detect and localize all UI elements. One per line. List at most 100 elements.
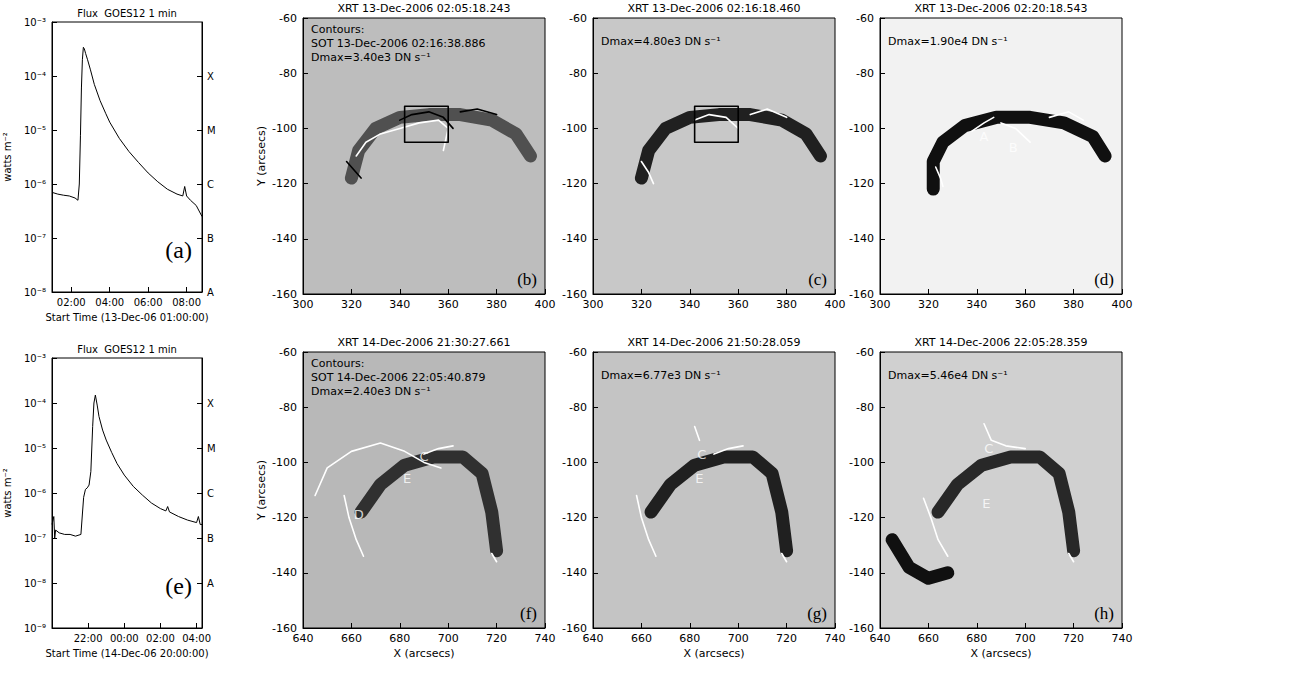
svg-text:10⁻³: 10⁻³ [24, 353, 46, 364]
svg-text:10⁻⁷: 10⁻⁷ [24, 533, 46, 544]
svg-text:-80: -80 [569, 401, 587, 414]
svg-text:(a): (a) [165, 237, 192, 263]
svg-text:E: E [695, 471, 703, 486]
svg-text:720: 720 [776, 632, 797, 645]
svg-text:740: 740 [1112, 632, 1133, 645]
svg-text:Dmax=2.40e3 DN s⁻¹: Dmax=2.40e3 DN s⁻¹ [311, 385, 431, 398]
svg-text:-80: -80 [279, 67, 297, 80]
svg-text:02:00: 02:00 [57, 297, 86, 308]
svg-text:XRT 13-Dec-2006 02:05:18.243: XRT 13-Dec-2006 02:05:18.243 [337, 2, 510, 15]
svg-text:(b): (b) [517, 270, 537, 289]
svg-text:-120: -120 [849, 177, 874, 190]
svg-text:-60: -60 [856, 346, 874, 359]
svg-text:300: 300 [583, 298, 604, 311]
svg-text:360: 360 [728, 298, 749, 311]
svg-text:720: 720 [1063, 632, 1084, 645]
svg-text:-100: -100 [562, 456, 587, 469]
svg-text:340: 340 [389, 298, 410, 311]
svg-text:A: A [980, 129, 989, 144]
svg-text:X (arcsecs): X (arcsecs) [684, 647, 745, 660]
svg-text:-80: -80 [856, 401, 874, 414]
svg-text:-100: -100 [272, 122, 297, 135]
svg-text:400: 400 [535, 298, 556, 311]
svg-text:A: A [207, 578, 214, 589]
svg-text:02:00: 02:00 [146, 633, 175, 644]
svg-text:-100: -100 [562, 122, 587, 135]
svg-text:XRT 14-Dec-2006 21:50:28.059: XRT 14-Dec-2006 21:50:28.059 [627, 336, 800, 349]
svg-text:XRT 14-Dec-2006 21:30:27.661: XRT 14-Dec-2006 21:30:27.661 [337, 336, 510, 349]
svg-text:340: 340 [966, 298, 987, 311]
svg-text:04:00: 04:00 [182, 633, 211, 644]
svg-text:Start Time (13-Dec-06 01:00:00: Start Time (13-Dec-06 01:00:00) [45, 312, 208, 323]
svg-text:660: 660 [341, 632, 362, 645]
svg-text:-100: -100 [272, 456, 297, 469]
svg-text:700: 700 [1015, 632, 1036, 645]
svg-text:380: 380 [776, 298, 797, 311]
svg-text:660: 660 [918, 632, 939, 645]
svg-text:04:00: 04:00 [95, 297, 124, 308]
svg-text:10⁻⁴: 10⁻⁴ [24, 71, 46, 82]
svg-text:10⁻⁵: 10⁻⁵ [24, 443, 46, 454]
svg-text:22:00: 22:00 [74, 633, 103, 644]
svg-text:XRT 13-Dec-2006 02:20:18.543: XRT 13-Dec-2006 02:20:18.543 [914, 2, 1087, 15]
svg-text:10⁻⁵: 10⁻⁵ [24, 125, 46, 136]
svg-text:-140: -140 [272, 232, 297, 245]
svg-text:-60: -60 [569, 12, 587, 25]
svg-text:10⁻⁸: 10⁻⁸ [24, 578, 46, 589]
svg-text:320: 320 [341, 298, 362, 311]
svg-text:E: E [982, 496, 990, 511]
svg-text:400: 400 [1112, 298, 1133, 311]
svg-text:(g): (g) [807, 604, 827, 623]
svg-text:380: 380 [486, 298, 507, 311]
svg-text:700: 700 [728, 632, 749, 645]
svg-text:360: 360 [438, 298, 459, 311]
svg-text:(h): (h) [1094, 604, 1114, 623]
svg-text:B: B [207, 533, 214, 544]
svg-text:320: 320 [918, 298, 939, 311]
svg-text:Dmax=4.80e3 DN s⁻¹: Dmax=4.80e3 DN s⁻¹ [601, 35, 721, 48]
svg-text:Dmax=5.46e4 DN s⁻¹: Dmax=5.46e4 DN s⁻¹ [888, 369, 1008, 382]
svg-text:-60: -60 [279, 12, 297, 25]
svg-text:Y (arcsecs): Y (arcsecs) [255, 460, 268, 521]
svg-text:-100: -100 [849, 122, 874, 135]
svg-text:300: 300 [870, 298, 891, 311]
svg-text:watts m⁻²: watts m⁻² [2, 132, 13, 182]
svg-text:(e): (e) [165, 573, 192, 599]
svg-text:360: 360 [1015, 298, 1036, 311]
svg-text:-60: -60 [569, 346, 587, 359]
svg-text:660: 660 [631, 632, 652, 645]
svg-text:-120: -120 [849, 511, 874, 524]
svg-text:-80: -80 [569, 67, 587, 80]
svg-text:XRT 14-Dec-2006 22:05:28.359: XRT 14-Dec-2006 22:05:28.359 [914, 336, 1087, 349]
svg-text:-120: -120 [272, 177, 297, 190]
svg-text:-80: -80 [279, 401, 297, 414]
svg-text:-120: -120 [562, 177, 587, 190]
svg-text:C: C [207, 179, 214, 190]
svg-text:Contours:: Contours: [311, 23, 364, 36]
svg-text:watts m⁻²: watts m⁻² [2, 468, 13, 518]
svg-text:Dmax=1.90e4 DN s⁻¹: Dmax=1.90e4 DN s⁻¹ [888, 35, 1008, 48]
svg-text:E: E [403, 471, 411, 486]
svg-text:-120: -120 [562, 511, 587, 524]
svg-text:C: C [419, 449, 428, 464]
svg-text:-120: -120 [272, 511, 297, 524]
svg-text:A: A [207, 287, 214, 298]
svg-text:-60: -60 [279, 346, 297, 359]
svg-text:Flux GOES12 1 min: Flux GOES12 1 min [77, 8, 177, 19]
svg-text:-140: -140 [562, 566, 587, 579]
svg-text:320: 320 [631, 298, 652, 311]
svg-text:X (arcsecs): X (arcsecs) [394, 647, 455, 660]
svg-text:10⁻⁶: 10⁻⁶ [24, 179, 46, 190]
svg-text:Start Time (14-Dec-06 20:00:00: Start Time (14-Dec-06 20:00:00) [45, 648, 208, 659]
svg-text:XRT 13-Dec-2006 02:16:18.460: XRT 13-Dec-2006 02:16:18.460 [627, 2, 800, 15]
svg-text:10⁻⁷: 10⁻⁷ [24, 233, 46, 244]
svg-text:680: 680 [966, 632, 987, 645]
svg-text:680: 680 [679, 632, 700, 645]
svg-text:640: 640 [870, 632, 891, 645]
svg-text:C: C [984, 441, 993, 456]
svg-text:-100: -100 [849, 456, 874, 469]
svg-text:00:00: 00:00 [110, 633, 139, 644]
svg-text:Dmax=6.77e3 DN s⁻¹: Dmax=6.77e3 DN s⁻¹ [601, 369, 721, 382]
svg-text:(d): (d) [1094, 270, 1114, 289]
svg-text:640: 640 [293, 632, 314, 645]
